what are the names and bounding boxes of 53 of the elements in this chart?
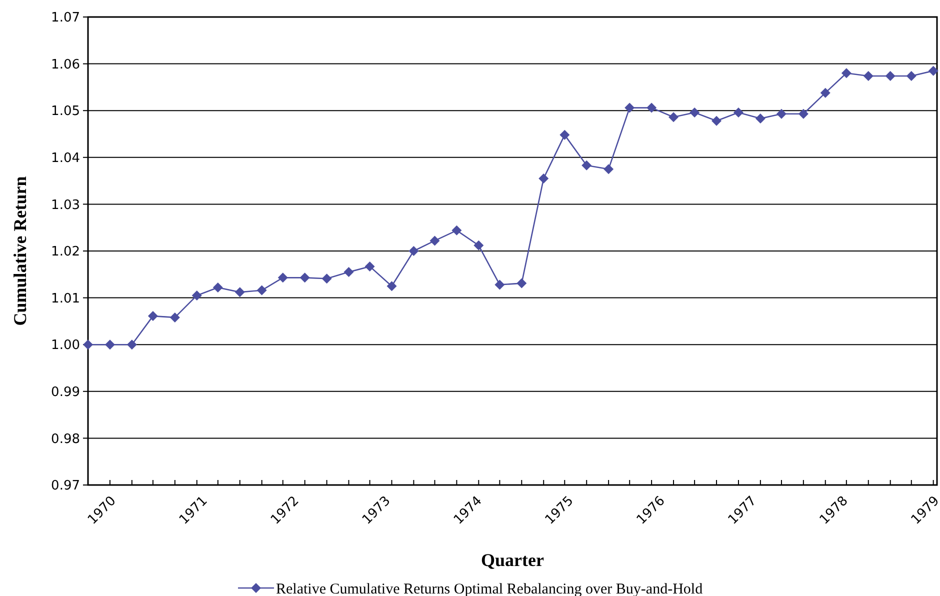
point [344,267,354,278]
x-axis-title: Quarter [481,550,544,570]
point [212,282,223,293]
point [300,272,310,283]
point [278,272,288,283]
y-tick-label: 0.99 [51,384,80,400]
point [733,107,744,118]
y-tick-label: 1.01 [51,291,80,306]
y-tick-label: 1.05 [51,104,80,120]
point [474,240,484,250]
y-tick-label: 1.04 [51,150,80,166]
point [560,130,570,140]
point [494,280,505,290]
point [430,236,440,246]
point [538,173,549,184]
y-tick-label: 0.98 [51,432,80,447]
point [906,70,916,81]
point [170,312,180,322]
point [755,114,766,124]
point [83,340,93,350]
point [192,290,202,300]
point [408,246,419,256]
point [452,225,462,236]
point [841,68,852,78]
point [148,311,158,322]
y-tick-label: 1.02 [51,244,80,260]
point [234,287,245,298]
y-tick-label: 1.07 [51,10,80,26]
y-tick-label: 1.03 [51,198,80,213]
point [668,112,679,122]
y-tick-label: 0.97 [51,478,80,494]
point [646,102,657,113]
point [776,108,786,119]
point [624,102,635,113]
point [712,116,722,126]
point [798,108,808,119]
point [928,66,938,76]
point [690,107,700,118]
point [582,160,592,170]
point [386,281,397,292]
y-axis-title: Cumulative Return [10,176,30,326]
y-tick-label: 1.06 [51,57,80,72]
point [364,261,375,272]
point [104,340,115,350]
point [604,164,614,174]
point [322,274,332,284]
point [256,285,267,296]
y-tick-label: 1.00 [51,338,80,354]
point [516,278,527,288]
point [863,70,874,81]
point [820,88,830,98]
point [126,340,137,350]
point [885,70,896,81]
